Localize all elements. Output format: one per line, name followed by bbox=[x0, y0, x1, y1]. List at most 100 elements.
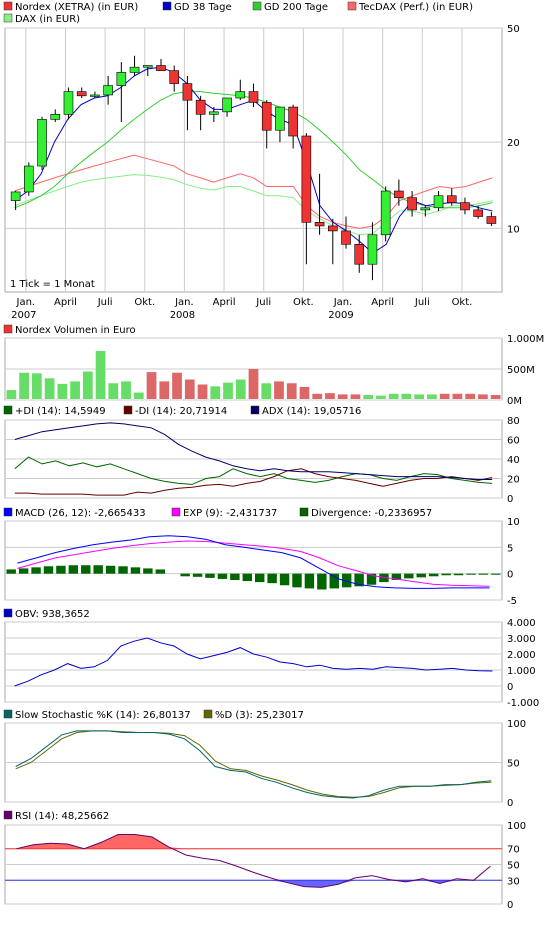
legend-label: EXP (9): -2,431737 bbox=[183, 508, 277, 519]
divergence-bar bbox=[68, 565, 79, 574]
volume-bar bbox=[210, 386, 221, 399]
divergence-bar bbox=[441, 573, 451, 576]
x-tick-label: April bbox=[213, 297, 236, 308]
x-tick-label: Okt. bbox=[293, 297, 314, 308]
divergence-bar bbox=[404, 573, 414, 579]
divergence-bar bbox=[205, 573, 215, 578]
divergence-bar bbox=[341, 573, 352, 588]
candle bbox=[420, 207, 431, 211]
divergence-bar bbox=[18, 568, 29, 574]
volume-bar bbox=[388, 393, 399, 399]
volume-bar bbox=[376, 395, 386, 399]
obv-panel bbox=[4, 621, 503, 703]
rsi-line bbox=[16, 834, 491, 888]
legend-label: +DI (14): 14,5949 bbox=[15, 406, 106, 417]
candle bbox=[116, 72, 127, 86]
legend-swatch bbox=[203, 709, 213, 719]
volume-bar bbox=[31, 373, 42, 399]
volume-bar bbox=[223, 382, 233, 399]
candle bbox=[248, 91, 259, 103]
candle bbox=[354, 244, 365, 265]
price-y-label: 10 bbox=[507, 224, 520, 235]
rsi-oversold-area bbox=[16, 880, 491, 888]
candle bbox=[195, 99, 206, 115]
x-tick-label: Juli bbox=[255, 297, 271, 308]
volume-y-label: 0M bbox=[507, 396, 522, 407]
x-year-label: 2007 bbox=[11, 310, 36, 321]
macd-y-label: 0 bbox=[507, 570, 513, 581]
volume-bar bbox=[439, 393, 450, 399]
obv-y-label: 1.000 bbox=[507, 666, 536, 677]
volume-bar bbox=[478, 394, 488, 399]
gd200-line bbox=[14, 91, 493, 209]
rsi-y-label: 0 bbox=[507, 900, 513, 911]
volume-bar bbox=[159, 381, 170, 399]
legend-swatch bbox=[162, 1, 172, 11]
divergence-bar bbox=[143, 568, 153, 574]
volume-bar bbox=[261, 383, 272, 399]
candle bbox=[169, 70, 180, 84]
legend-label: ADX (14): 19,05716 bbox=[262, 406, 361, 417]
candle bbox=[367, 234, 378, 265]
stoch-d-line bbox=[15, 730, 492, 798]
volume-bar bbox=[57, 383, 68, 399]
divergence-bar bbox=[279, 573, 290, 586]
obv-y-label: 2.000 bbox=[507, 650, 536, 661]
volume-bar bbox=[427, 394, 437, 399]
candle bbox=[433, 195, 444, 209]
price-panel bbox=[4, 27, 503, 293]
volume-bar bbox=[350, 394, 361, 399]
divergence-bar bbox=[304, 573, 315, 589]
legend-swatch bbox=[3, 13, 13, 23]
divergence-bar bbox=[118, 566, 128, 574]
volume-bar bbox=[274, 381, 284, 399]
candle bbox=[142, 65, 153, 68]
volume-bar bbox=[299, 386, 310, 399]
volume-bar bbox=[465, 393, 476, 399]
rsi-overbought-area bbox=[16, 834, 491, 849]
volume-bar bbox=[197, 384, 208, 399]
obv-y-label: -1.000 bbox=[507, 698, 539, 709]
rsi-y-label: 100 bbox=[507, 821, 526, 832]
x-year-label: 2008 bbox=[170, 310, 195, 321]
dmi-y-label: 40 bbox=[507, 455, 520, 466]
candle bbox=[327, 225, 338, 232]
legend-swatch bbox=[250, 405, 260, 415]
macd-y-label: 10 bbox=[507, 517, 520, 528]
legend-swatch bbox=[171, 507, 181, 517]
divergence-bar bbox=[428, 573, 439, 577]
macd-line bbox=[17, 535, 490, 589]
candle bbox=[90, 94, 100, 97]
divergence-bar bbox=[31, 567, 41, 574]
candle bbox=[394, 190, 404, 198]
candle bbox=[486, 216, 497, 224]
legend-label: MACD (26, 12): -2,665433 bbox=[15, 508, 146, 519]
legend-label: DAX (in EUR) bbox=[15, 14, 80, 25]
candle bbox=[37, 119, 47, 167]
legend-swatch bbox=[3, 709, 13, 719]
candle bbox=[288, 106, 298, 137]
dmi-y-label: 60 bbox=[507, 436, 520, 447]
x-tick-label: Okt. bbox=[452, 297, 473, 308]
legend-label: Nordex (XETRA) (in EUR) bbox=[15, 2, 138, 13]
candle bbox=[209, 111, 219, 115]
volume-bar bbox=[414, 394, 425, 399]
candle bbox=[222, 97, 232, 113]
rsi-y-label: 30 bbox=[507, 876, 520, 887]
candle bbox=[50, 114, 61, 120]
volume-bar bbox=[95, 351, 106, 399]
divergence-bar bbox=[6, 569, 16, 574]
legend-swatch bbox=[299, 507, 309, 517]
legend-swatch bbox=[3, 507, 13, 517]
legend-label: Divergence: -0,2336957 bbox=[311, 508, 432, 519]
divergence-bar bbox=[379, 573, 389, 583]
divergence-bar bbox=[217, 573, 228, 579]
divergence-bar bbox=[180, 573, 190, 577]
candle bbox=[460, 202, 470, 211]
volume-bar bbox=[235, 379, 246, 399]
candle bbox=[380, 190, 391, 236]
x-tick-label: Jan. bbox=[174, 297, 194, 308]
volume-y-label: 500M bbox=[507, 365, 535, 376]
divergence-bar bbox=[93, 565, 103, 574]
candle bbox=[63, 91, 74, 115]
